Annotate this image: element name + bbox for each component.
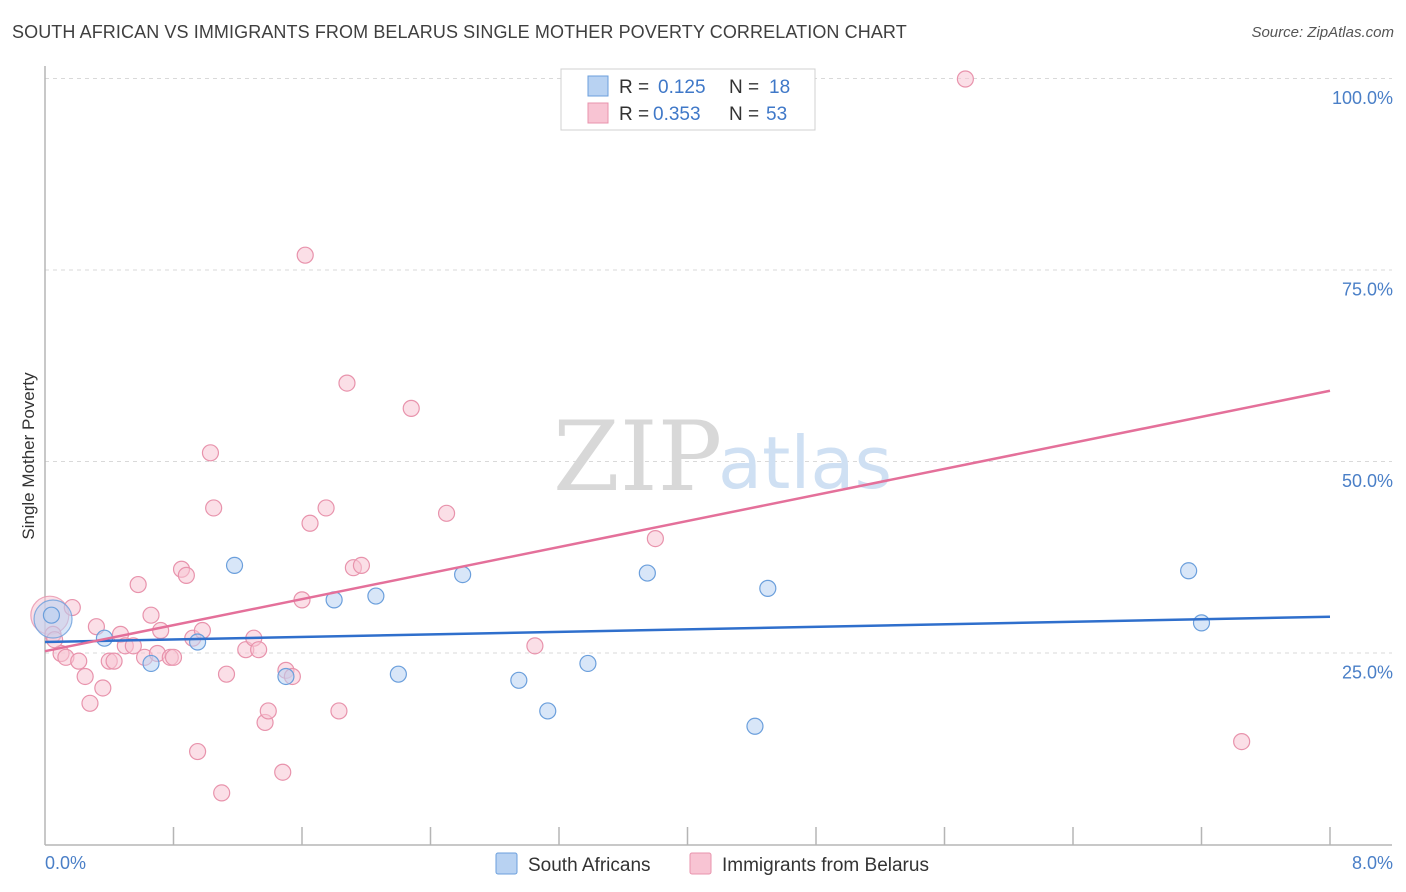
legend-swatch-blue [587, 75, 609, 97]
data-point [352, 556, 371, 575]
legend-swatch-pink [587, 102, 609, 124]
data-point [225, 556, 244, 575]
data-point [81, 694, 99, 712]
data-point [402, 399, 420, 417]
data-point [301, 514, 319, 532]
data-point [188, 742, 207, 761]
data-point [164, 648, 183, 666]
data-point [250, 641, 268, 659]
y-tick-labels: 25.0% 50.0% 75.0% 100.0% [1332, 88, 1393, 683]
data-point [274, 763, 292, 781]
chart-title: SOUTH AFRICAN VS IMMIGRANTS FROM BELARUS… [12, 22, 907, 42]
x-ticks [172, 827, 1331, 845]
data-point [213, 784, 231, 802]
y-tick-label: 50.0% [1342, 471, 1393, 491]
y-tick-label: 25.0% [1342, 663, 1393, 683]
data-point [70, 652, 88, 670]
axes [44, 66, 1392, 846]
data-point [746, 717, 764, 735]
legend-r-value: 0.125 [658, 77, 706, 98]
data-point [205, 499, 223, 517]
data-point [317, 499, 335, 517]
data-point [296, 246, 314, 264]
legend-r-label: R = [619, 104, 649, 125]
legend-n-value: 18 [769, 77, 790, 98]
data-point [330, 702, 348, 720]
data-point [152, 621, 170, 640]
data-point [105, 652, 123, 670]
gridlines [45, 78, 1392, 654]
x-tick-label-max: 8.0% [1352, 853, 1393, 873]
trend-line-pink [44, 389, 1331, 653]
data-point [1233, 732, 1251, 751]
data-point [177, 566, 195, 584]
data-point [510, 671, 528, 689]
y-axis-label: Single Mother Poverty [19, 372, 38, 540]
x-tick-label-min: 0.0% [45, 853, 86, 873]
series-legend: South Africans Immigrants from Belarus [495, 852, 929, 876]
bottom-legend-south-africans: South Africans [528, 855, 651, 876]
data-point [646, 529, 664, 548]
data-point [956, 70, 974, 88]
data-point [277, 667, 295, 686]
data-point [76, 667, 94, 686]
bottom-legend-immigrants-from-belarus: Immigrants from Belarus [722, 855, 929, 876]
data-point [142, 654, 160, 673]
data-point [1192, 614, 1211, 632]
legend-r-value: 0.353 [653, 104, 701, 125]
data-point [129, 575, 147, 594]
trend-lines [44, 389, 1331, 653]
data-point [638, 564, 656, 582]
legend-n-value: 53 [766, 104, 787, 125]
bottom-legend-swatch-pink [689, 852, 712, 875]
source-credit: Source: ZipAtlas.com [1251, 24, 1394, 41]
data-point [526, 637, 544, 655]
data-point [201, 444, 220, 462]
data-point [94, 679, 112, 697]
watermark-atlas: atlas [718, 421, 892, 505]
stats-legend: R = 0.125 N = 18 R = 0.353 N = 53 [560, 68, 816, 131]
data-point [454, 566, 472, 584]
data-point [259, 702, 277, 720]
bottom-legend-swatch-blue [495, 852, 518, 875]
data-point [1180, 562, 1198, 580]
data-point [539, 702, 557, 720]
y-tick-label: 100.0% [1332, 88, 1393, 108]
legend-n-label: N = [729, 104, 759, 125]
watermark-zip: ZIP [553, 401, 722, 513]
data-point [217, 665, 236, 683]
data-point [338, 374, 356, 392]
watermark: ZIP atlas [553, 401, 892, 513]
trend-line-blue [44, 615, 1331, 644]
data-point [437, 504, 456, 522]
data-point [124, 637, 142, 655]
data-point [367, 587, 385, 605]
data-point [42, 606, 61, 624]
series-south-africans [33, 556, 1211, 735]
y-tick-label: 75.0% [1342, 280, 1393, 300]
legend-r-label: R = [619, 77, 649, 98]
legend-n-label: N = [729, 77, 759, 98]
data-point [142, 606, 160, 624]
data-point [188, 633, 207, 651]
data-point [759, 579, 777, 597]
data-point [579, 654, 597, 673]
data-point [389, 665, 407, 683]
